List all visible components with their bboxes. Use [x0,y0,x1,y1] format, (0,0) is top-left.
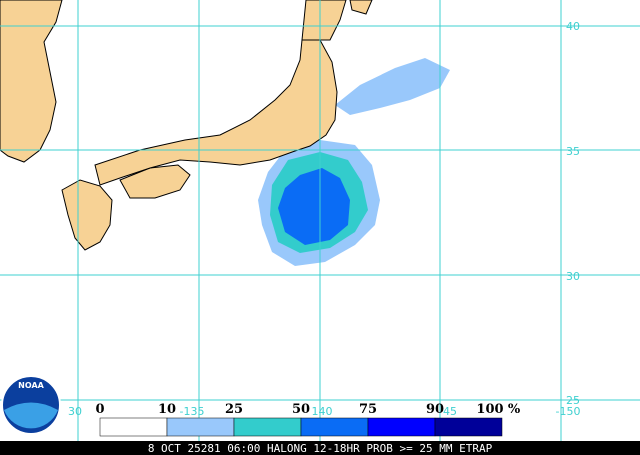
kyushu [61,179,113,251]
lon-label: -135 [180,405,205,418]
honshu [94,39,338,186]
legend-label: 75 [359,402,377,417]
lon-label: -150 [556,405,581,418]
legend-swatch [300,417,369,437]
logo-text: NOAA [18,381,44,390]
north-honshu [301,0,347,41]
legend-label: 100 [476,402,503,417]
rain-area [278,168,350,245]
legend: 0 10 25 50 75 90 100% [95,402,521,437]
lon-label: 30 [68,405,82,418]
legend-swatch [434,417,503,437]
legend-swatch [166,417,235,437]
graticule [0,0,640,441]
legend-label: 90 [426,402,444,417]
footer-bar [0,441,640,455]
hokkaido [349,0,373,15]
grid-labels: 40 35 30 25 30 -135 140 45 -150 [68,20,580,418]
lon-label: 45 [443,405,457,418]
logo: NOAA [1,375,61,435]
legend-unit: % [508,402,521,417]
korea [0,0,63,163]
lat-label: 40 [566,20,580,33]
legend-label: 0 [95,402,104,417]
footer-text: 8 OCT 25281 06:00 HALONG 12-18HR PROB >=… [148,442,493,455]
legend-label: 10 [158,402,176,417]
logo-wave [4,402,58,429]
legend-label: 50 [292,402,310,417]
lat-label: 30 [566,270,580,283]
lon-label: 140 [312,405,333,418]
shikoku [119,164,191,199]
lat-label: 35 [566,145,580,158]
rain-areas [258,58,450,266]
legend-swatch [233,417,302,437]
legend-swatch [367,417,436,437]
legend-swatch [99,417,168,437]
legend-label: 25 [225,402,243,417]
lat-label: 25 [566,394,580,407]
land [0,0,373,251]
rain-area [335,58,450,115]
